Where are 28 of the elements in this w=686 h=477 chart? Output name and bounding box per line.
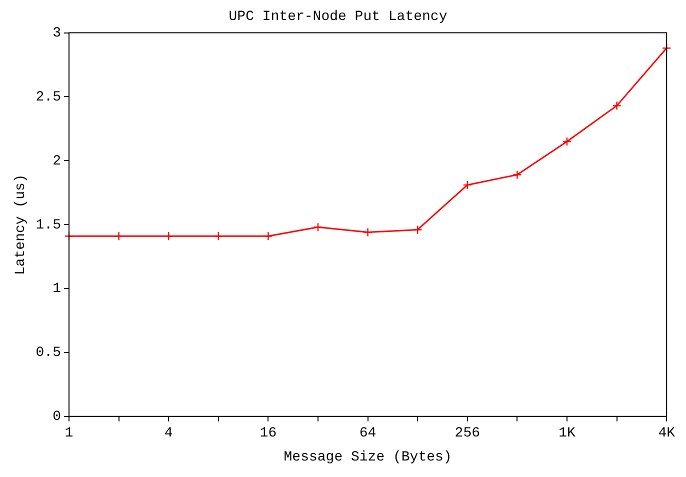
y-tick-label: 2.5 — [36, 89, 62, 106]
point — [164, 232, 174, 241]
x-tick-label: 1 — [64, 426, 74, 442]
y-tick-label: 2 — [52, 153, 62, 170]
point — [512, 170, 522, 180]
point — [562, 136, 572, 146]
y-tick-label: 0 — [52, 409, 62, 426]
point — [413, 225, 422, 234]
chart-title: UPC Inter-Node Put Latency — [228, 9, 448, 26]
x-tick-label: 4 — [164, 426, 173, 442]
x-axis-title: Message Size (Bytes) — [284, 449, 452, 466]
point — [313, 222, 323, 232]
point — [462, 180, 472, 190]
y-tick-label: 1 — [52, 281, 62, 298]
y-tick-label: 3 — [52, 26, 62, 42]
point — [612, 101, 622, 110]
y-axis-title: Latency (us) — [13, 174, 30, 276]
x-tick-label: 64 — [359, 426, 376, 442]
point — [264, 232, 273, 241]
x-tick-label: 1K — [558, 426, 576, 442]
point — [114, 232, 124, 241]
x-tick-label: 16 — [260, 426, 277, 442]
x-tick-label: 256 — [454, 426, 480, 442]
point — [214, 232, 224, 241]
y-tick-label: 1.5 — [36, 217, 62, 234]
y-tick-label: 0.5 — [36, 345, 62, 362]
x-tick-label: 4K — [658, 426, 676, 442]
point — [363, 228, 372, 237]
